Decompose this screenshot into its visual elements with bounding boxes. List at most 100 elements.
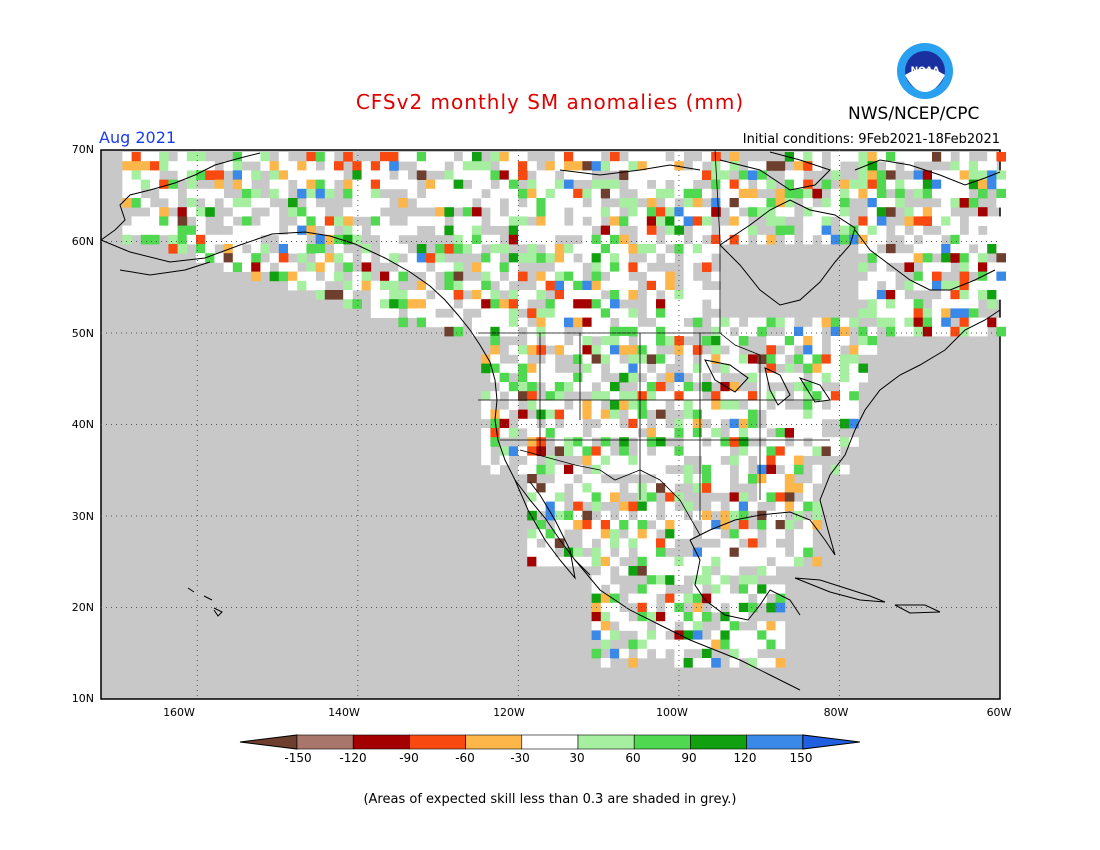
colorbar-tick: -30 (510, 751, 530, 765)
anomaly-cell (683, 418, 694, 429)
anomaly-cell (738, 391, 749, 401)
anomaly-cell (674, 234, 684, 245)
anomaly-cell (150, 179, 160, 190)
anomaly-cell (361, 271, 372, 282)
anomaly-cell (978, 262, 988, 272)
anomaly-cell (821, 179, 832, 190)
anomaly-cell (619, 308, 629, 318)
anomaly-cell (821, 437, 832, 447)
anomaly-cell (922, 326, 933, 337)
anomaly-cell (748, 648, 758, 659)
anomaly-cell (536, 198, 546, 208)
anomaly-cell (398, 299, 408, 309)
anomaly-cell (444, 290, 454, 300)
anomaly-cell (490, 253, 500, 263)
anomaly-cell (720, 170, 730, 180)
anomaly-cell (453, 179, 464, 190)
anomaly-cell (683, 326, 694, 337)
anomaly-cell (453, 262, 464, 272)
anomaly-cell (757, 161, 767, 171)
anomaly-cell (665, 639, 675, 650)
anomaly-cell (518, 391, 528, 401)
anomaly-cell (729, 566, 740, 576)
anomaly-cell (444, 262, 454, 272)
anomaly-cell (619, 547, 629, 558)
anomaly-cell (959, 170, 970, 180)
anomaly-cell (683, 253, 694, 263)
anomaly-cell (573, 207, 583, 217)
anomaly-cell (821, 216, 832, 226)
anomaly-cell (619, 612, 629, 622)
anomaly-cell (527, 336, 537, 346)
anomaly-cell (794, 538, 804, 548)
anomaly-cell (591, 317, 602, 328)
anomaly-cell (536, 216, 546, 226)
anomaly-cell (177, 207, 188, 217)
anomaly-cell (232, 170, 243, 180)
anomaly-cell (564, 520, 574, 530)
anomaly-cell (968, 170, 979, 180)
anomaly-cell (610, 207, 620, 217)
anomaly-cell (343, 253, 353, 263)
anomaly-cell (232, 207, 243, 217)
anomaly-cell (380, 280, 390, 291)
anomaly-cell (426, 280, 436, 291)
anomaly-cell (582, 290, 592, 300)
anomaly-cell (426, 317, 436, 328)
anomaly-cell (398, 317, 408, 328)
anomaly-cell (554, 179, 565, 190)
anomaly-cell (665, 299, 675, 309)
anomaly-cell (913, 280, 924, 291)
anomaly-cell (600, 253, 611, 263)
anomaly-cell (619, 271, 629, 282)
anomaly-cell (784, 188, 795, 199)
anomaly-cell (702, 409, 712, 420)
anomaly-cell (545, 354, 556, 364)
anomaly-cell (315, 216, 326, 226)
anomaly-cell (426, 271, 436, 282)
anomaly-cell (610, 290, 620, 300)
anomaly-cell (435, 152, 445, 162)
anomaly-cell (334, 216, 344, 226)
anomaly-cell (554, 464, 565, 475)
anomaly-cell (536, 188, 546, 199)
anomaly-cell (462, 188, 473, 199)
anomaly-cell (628, 538, 638, 548)
anomaly-cell (554, 280, 565, 291)
anomaly-cell (766, 216, 776, 226)
anomaly-cell (821, 391, 832, 401)
anomaly-cell (619, 510, 629, 521)
anomaly-cell (499, 317, 510, 328)
anomaly-cell (637, 593, 648, 604)
anomaly-cell (242, 225, 252, 236)
anomaly-cell (941, 290, 951, 300)
anomaly-cell (711, 290, 721, 300)
anomaly-cell (499, 161, 510, 171)
anomaly-cell (435, 207, 445, 217)
anomaly-cell (508, 198, 519, 208)
anomaly-cell (582, 207, 592, 217)
anomaly-cell (766, 621, 776, 631)
anomaly-cell (435, 198, 445, 208)
anomaly-cell (794, 437, 804, 447)
anomaly-cell (748, 529, 758, 539)
anomaly-cell (269, 170, 280, 180)
anomaly-cell (665, 455, 675, 466)
anomaly-cell (122, 225, 132, 236)
anomaly-cell (527, 428, 537, 438)
anomaly-cell (499, 326, 510, 337)
anomaly-cell (913, 188, 924, 199)
anomaly-cell (462, 244, 473, 254)
anomaly-cell (242, 234, 252, 245)
anomaly-cell (683, 280, 694, 291)
anomaly-cell (968, 317, 979, 328)
anomaly-cell (122, 234, 132, 245)
anomaly-cell (950, 161, 960, 171)
anomaly-cell (895, 198, 905, 208)
anomaly-cell (812, 326, 822, 337)
anomaly-cell (223, 161, 234, 171)
anomaly-cell (527, 372, 537, 383)
anomaly-cell (656, 446, 666, 456)
anomaly-cell (600, 658, 611, 668)
anomaly-cell (996, 317, 1006, 328)
